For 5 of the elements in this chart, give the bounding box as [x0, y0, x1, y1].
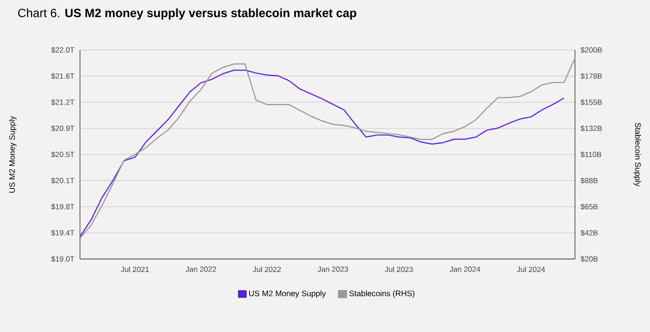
- y2-axis-title: Stablecoin Supply: [634, 122, 642, 186]
- legend-label: US M2 Money Supply: [249, 290, 326, 298]
- y-axis-title: US M2 Money Supply: [9, 116, 16, 193]
- legend-label: Stablecoins (RHS): [349, 290, 414, 298]
- chart-title: Chart 6. US M2 money supply versus stablecoin market cap: [18, 8, 356, 20]
